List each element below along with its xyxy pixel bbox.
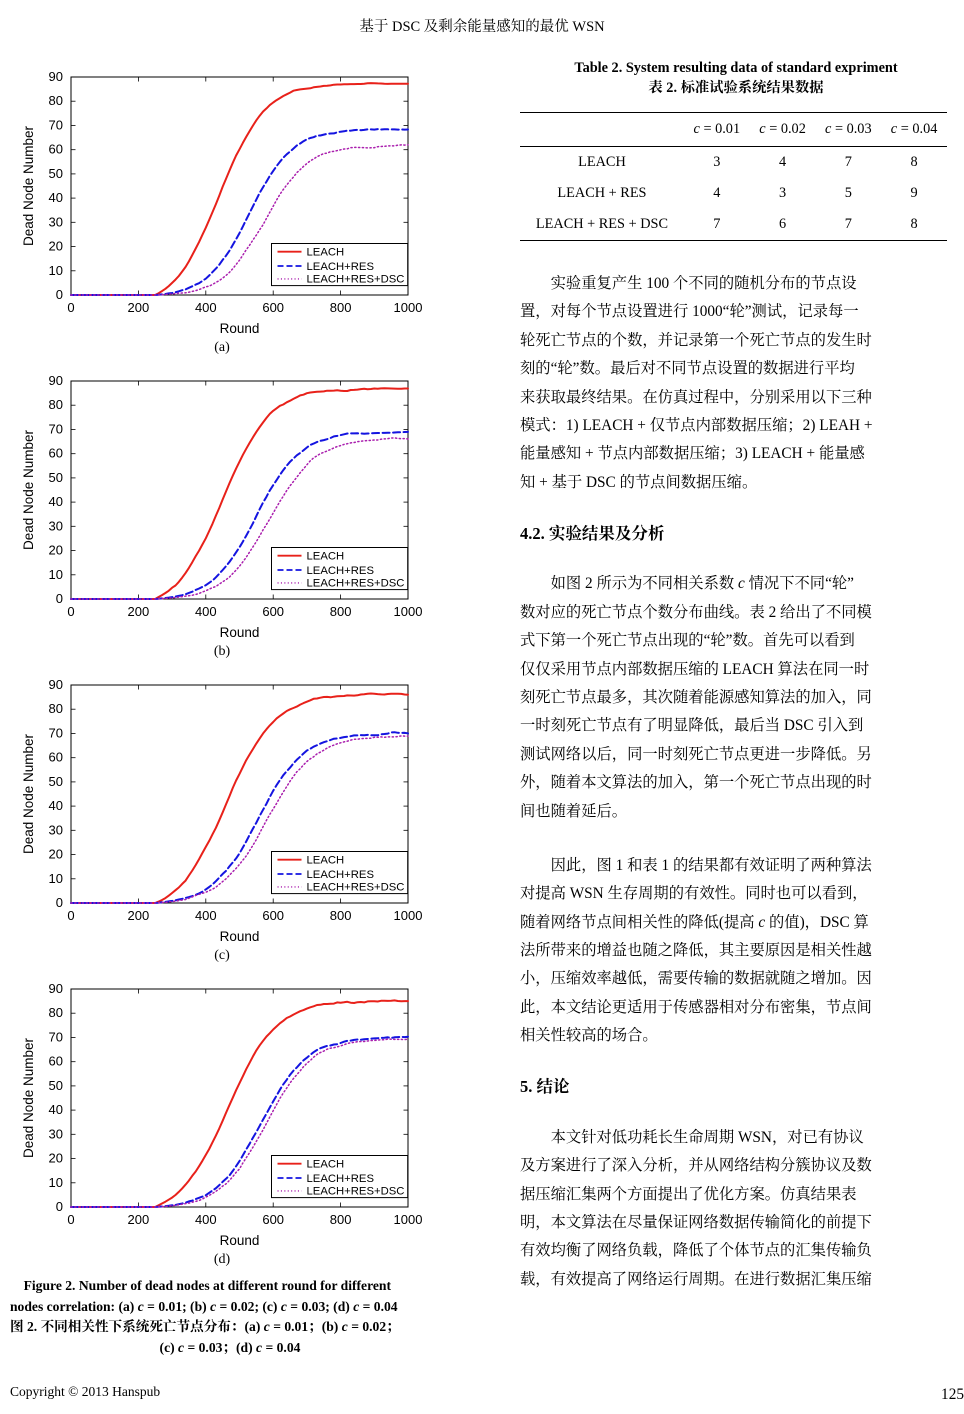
svg-text:60: 60 — [49, 142, 63, 157]
svg-text:70: 70 — [49, 117, 63, 132]
svg-text:Dead Node Number: Dead Node Number — [21, 429, 36, 550]
svg-text:800: 800 — [330, 1212, 352, 1227]
svg-text:50: 50 — [49, 774, 63, 789]
svg-text:80: 80 — [49, 397, 63, 412]
svg-text:90: 90 — [49, 981, 63, 996]
svg-text:1000: 1000 — [394, 604, 423, 619]
svg-text:40: 40 — [49, 190, 63, 205]
svg-text:20: 20 — [49, 847, 63, 862]
svg-text:20: 20 — [49, 543, 63, 558]
svg-text:0: 0 — [56, 895, 63, 910]
svg-text:50: 50 — [49, 166, 63, 181]
svg-text:200: 200 — [128, 908, 150, 923]
svg-text:LEACH+RES+DSC: LEACH+RES+DSC — [307, 882, 405, 894]
svg-text:30: 30 — [49, 214, 63, 229]
svg-text:10: 10 — [49, 567, 63, 582]
svg-text:30: 30 — [49, 518, 63, 533]
svg-text:LEACH: LEACH — [307, 855, 345, 867]
svg-text:90: 90 — [49, 69, 63, 84]
svg-text:400: 400 — [195, 604, 217, 619]
svg-text:400: 400 — [195, 300, 217, 315]
svg-text:10: 10 — [49, 871, 63, 886]
svg-text:600: 600 — [262, 300, 284, 315]
svg-text:400: 400 — [195, 908, 217, 923]
svg-text:200: 200 — [128, 604, 150, 619]
svg-text:0: 0 — [67, 604, 74, 619]
svg-text:Round: Round — [220, 1233, 260, 1248]
svg-text:Dead Node Number: Dead Node Number — [21, 1037, 36, 1158]
svg-text:10: 10 — [49, 263, 63, 278]
svg-text:70: 70 — [49, 421, 63, 436]
svg-text:0: 0 — [67, 1212, 74, 1227]
svg-text:LEACH+RES+DSC: LEACH+RES+DSC — [307, 1186, 405, 1198]
svg-text:1000: 1000 — [394, 908, 423, 923]
svg-text:20: 20 — [49, 239, 63, 254]
svg-text:Dead Node Number: Dead Node Number — [21, 125, 36, 246]
svg-text:40: 40 — [49, 494, 63, 509]
svg-text:60: 60 — [49, 750, 63, 765]
svg-text:800: 800 — [330, 604, 352, 619]
svg-text:90: 90 — [49, 677, 63, 692]
svg-text:Round: Round — [220, 929, 260, 944]
svg-text:LEACH+RES: LEACH+RES — [307, 261, 375, 273]
svg-text:0: 0 — [56, 287, 63, 302]
svg-text:LEACH: LEACH — [307, 1159, 345, 1171]
svg-text:90: 90 — [49, 373, 63, 388]
svg-text:LEACH+RES: LEACH+RES — [307, 1173, 375, 1185]
svg-text:LEACH+RES+DSC: LEACH+RES+DSC — [307, 274, 405, 286]
svg-text:80: 80 — [49, 93, 63, 108]
svg-text:30: 30 — [49, 1126, 63, 1141]
svg-text:80: 80 — [49, 1005, 63, 1020]
svg-text:20: 20 — [49, 1151, 63, 1166]
svg-text:40: 40 — [49, 1102, 63, 1117]
svg-text:60: 60 — [49, 1054, 63, 1069]
svg-text:60: 60 — [49, 446, 63, 461]
svg-text:10: 10 — [49, 1175, 63, 1190]
svg-text:40: 40 — [49, 798, 63, 813]
svg-text:0: 0 — [67, 300, 74, 315]
svg-text:600: 600 — [262, 908, 284, 923]
svg-text:LEACH: LEACH — [307, 551, 345, 563]
svg-text:30: 30 — [49, 822, 63, 837]
svg-text:Round: Round — [220, 625, 260, 640]
svg-text:Round: Round — [220, 321, 260, 336]
svg-text:800: 800 — [330, 300, 352, 315]
svg-text:Dead Node Number: Dead Node Number — [21, 733, 36, 854]
svg-text:0: 0 — [56, 591, 63, 606]
svg-text:200: 200 — [128, 300, 150, 315]
svg-text:70: 70 — [49, 1029, 63, 1044]
svg-text:70: 70 — [49, 725, 63, 740]
svg-text:1000: 1000 — [394, 300, 423, 315]
svg-text:800: 800 — [330, 908, 352, 923]
svg-text:0: 0 — [56, 1199, 63, 1214]
svg-text:LEACH: LEACH — [307, 247, 345, 259]
svg-text:LEACH+RES+DSC: LEACH+RES+DSC — [307, 578, 405, 590]
svg-text:1000: 1000 — [394, 1212, 423, 1227]
svg-text:80: 80 — [49, 701, 63, 716]
svg-text:200: 200 — [128, 1212, 150, 1227]
svg-text:50: 50 — [49, 1078, 63, 1093]
svg-text:LEACH+RES: LEACH+RES — [307, 565, 375, 577]
svg-text:600: 600 — [262, 604, 284, 619]
svg-text:50: 50 — [49, 470, 63, 485]
svg-text:LEACH+RES: LEACH+RES — [307, 869, 375, 881]
svg-text:600: 600 — [262, 1212, 284, 1227]
svg-text:400: 400 — [195, 1212, 217, 1227]
svg-text:0: 0 — [67, 908, 74, 923]
